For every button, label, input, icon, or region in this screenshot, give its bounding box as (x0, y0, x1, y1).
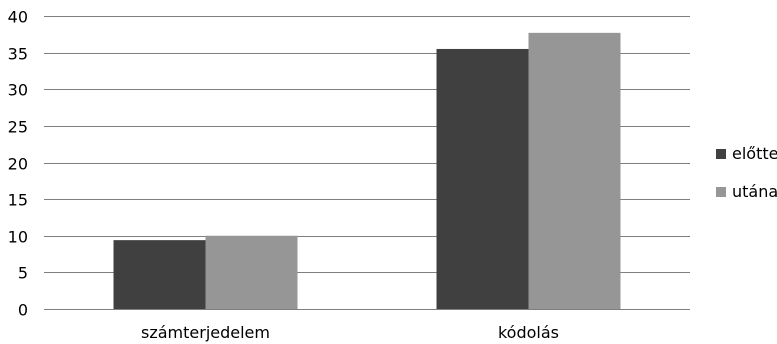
y-tick-label: 40 (8, 8, 28, 27)
bar-series-2-2 (528, 32, 621, 309)
bar-series-1-2 (436, 48, 529, 310)
legend-swatch (716, 187, 726, 197)
bar-series-1-1 (113, 240, 206, 309)
legend: előtte utána (716, 144, 777, 201)
x-axis-category-labels: számterjedelem kódolás (141, 323, 559, 342)
y-tick-label: 35 (8, 45, 28, 64)
legend-swatch (716, 149, 726, 159)
bar-series-2-1 (205, 235, 298, 309)
y-tick-label: 15 (8, 191, 28, 210)
bars (113, 32, 621, 310)
y-tick-label: 5 (18, 264, 28, 283)
gridlines (44, 16, 690, 273)
x-category-label: számterjedelem (141, 323, 270, 342)
legend-label: előtte (732, 144, 777, 163)
y-tick-label: 0 (18, 301, 28, 320)
y-tick-label: 20 (8, 155, 28, 174)
y-axis-tick-labels: 0 5 10 15 20 25 30 35 40 (8, 8, 28, 320)
legend-label: utána (732, 182, 777, 201)
y-tick-label: 25 (8, 118, 28, 137)
y-tick-label: 30 (8, 81, 28, 100)
y-tick-label: 10 (8, 228, 28, 247)
x-category-label: kódolás (498, 323, 559, 342)
